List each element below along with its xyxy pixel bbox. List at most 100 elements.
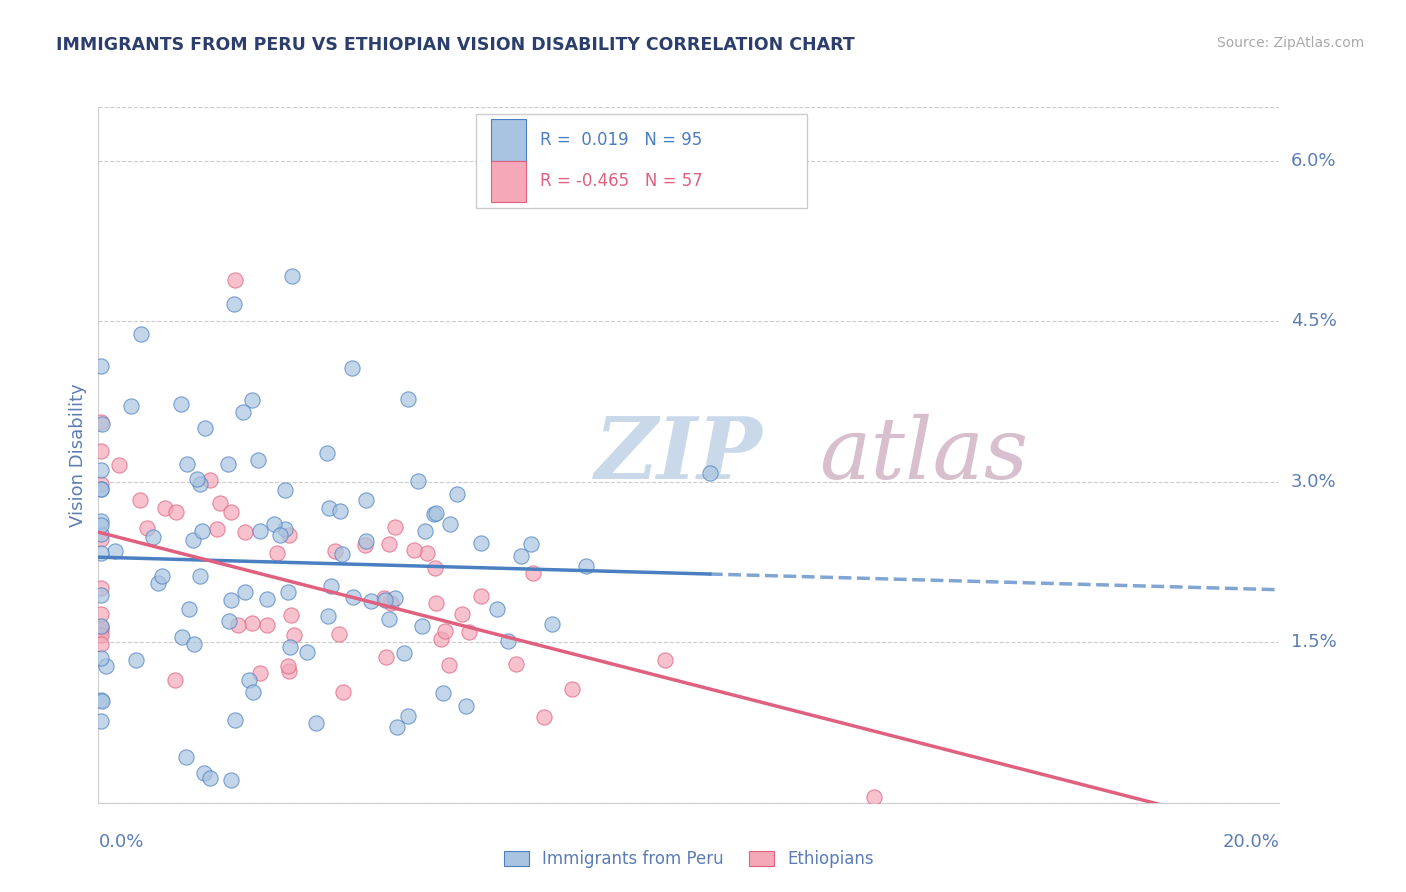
Point bbox=[249, 524, 271, 538]
Point bbox=[90, 527, 112, 541]
Point bbox=[194, 421, 217, 435]
Point bbox=[224, 713, 246, 727]
Point bbox=[374, 593, 396, 607]
Point bbox=[423, 507, 446, 521]
Point bbox=[446, 487, 468, 501]
Text: Source: ZipAtlas.com: Source: ZipAtlas.com bbox=[1216, 36, 1364, 50]
Point bbox=[560, 681, 582, 696]
Point bbox=[233, 585, 256, 599]
Point bbox=[172, 630, 194, 644]
Point bbox=[90, 483, 112, 497]
Point bbox=[699, 467, 721, 481]
Point bbox=[425, 506, 447, 520]
Point bbox=[177, 602, 200, 616]
Point bbox=[280, 607, 302, 622]
Point bbox=[218, 615, 240, 629]
Point bbox=[90, 482, 112, 496]
Point bbox=[90, 628, 112, 642]
Point bbox=[269, 527, 291, 541]
Point bbox=[205, 522, 228, 536]
Point bbox=[470, 536, 492, 550]
Point bbox=[209, 496, 232, 510]
Point bbox=[519, 537, 541, 551]
Text: 4.5%: 4.5% bbox=[1291, 312, 1337, 330]
Point bbox=[380, 596, 402, 610]
Point bbox=[91, 694, 114, 708]
Point bbox=[124, 653, 146, 667]
Text: 1.5%: 1.5% bbox=[1291, 633, 1336, 651]
Point bbox=[402, 543, 425, 558]
Point bbox=[90, 693, 112, 707]
Point bbox=[233, 524, 256, 539]
Point bbox=[183, 533, 205, 547]
Point bbox=[374, 650, 396, 665]
Point bbox=[373, 591, 395, 605]
Point bbox=[90, 514, 112, 528]
Point bbox=[219, 505, 242, 519]
Point bbox=[451, 607, 474, 622]
Point bbox=[277, 665, 299, 679]
Text: 6.0%: 6.0% bbox=[1291, 152, 1336, 169]
Point bbox=[396, 709, 419, 723]
Point bbox=[90, 624, 112, 638]
Point bbox=[193, 765, 215, 780]
Point bbox=[283, 628, 305, 642]
Point bbox=[183, 637, 205, 651]
Point bbox=[90, 518, 112, 533]
Point bbox=[150, 569, 173, 583]
Point bbox=[90, 637, 112, 651]
Point bbox=[153, 500, 176, 515]
Point bbox=[323, 544, 346, 558]
Point bbox=[263, 516, 285, 531]
Point bbox=[240, 392, 263, 407]
Point bbox=[328, 627, 350, 641]
Point bbox=[217, 457, 239, 471]
Point bbox=[142, 530, 165, 544]
Point bbox=[498, 634, 520, 648]
Point bbox=[332, 685, 354, 699]
Point bbox=[316, 446, 339, 460]
Point bbox=[862, 790, 884, 805]
Point bbox=[470, 589, 492, 603]
Point bbox=[129, 327, 152, 342]
Text: 3.0%: 3.0% bbox=[1291, 473, 1336, 491]
Text: 20.0%: 20.0% bbox=[1223, 833, 1279, 851]
Point bbox=[232, 405, 254, 419]
Point bbox=[176, 457, 198, 471]
Point bbox=[319, 579, 342, 593]
Point bbox=[90, 581, 112, 595]
Point bbox=[242, 685, 264, 699]
Text: ZIP: ZIP bbox=[595, 413, 762, 497]
Point bbox=[509, 549, 531, 564]
Point bbox=[90, 477, 112, 491]
Y-axis label: Vision Disability: Vision Disability bbox=[69, 383, 87, 527]
Text: IMMIGRANTS FROM PERU VS ETHIOPIAN VISION DISABILITY CORRELATION CHART: IMMIGRANTS FROM PERU VS ETHIOPIAN VISION… bbox=[56, 36, 855, 54]
Point bbox=[277, 659, 299, 673]
Text: R = -0.465   N = 57: R = -0.465 N = 57 bbox=[540, 172, 703, 191]
Point bbox=[277, 584, 299, 599]
Point bbox=[90, 619, 112, 633]
Point bbox=[90, 417, 112, 431]
Bar bbox=[491, 161, 526, 202]
Point bbox=[256, 618, 278, 632]
Point bbox=[437, 658, 460, 673]
Point bbox=[90, 463, 112, 477]
Point bbox=[170, 396, 193, 410]
Point bbox=[342, 590, 364, 604]
Point bbox=[146, 576, 169, 591]
Point bbox=[186, 472, 208, 486]
Point bbox=[378, 536, 401, 550]
Text: R =  0.019   N = 95: R = 0.019 N = 95 bbox=[540, 131, 703, 149]
Point bbox=[384, 591, 406, 606]
Text: 0.0%: 0.0% bbox=[98, 833, 143, 851]
Point bbox=[295, 645, 318, 659]
Point bbox=[136, 521, 159, 535]
Point bbox=[274, 522, 297, 536]
Point bbox=[163, 673, 186, 687]
Point bbox=[360, 594, 382, 608]
Point bbox=[90, 650, 112, 665]
Point bbox=[198, 473, 221, 487]
Point bbox=[190, 569, 212, 583]
Point bbox=[120, 399, 142, 413]
Point bbox=[108, 458, 131, 472]
